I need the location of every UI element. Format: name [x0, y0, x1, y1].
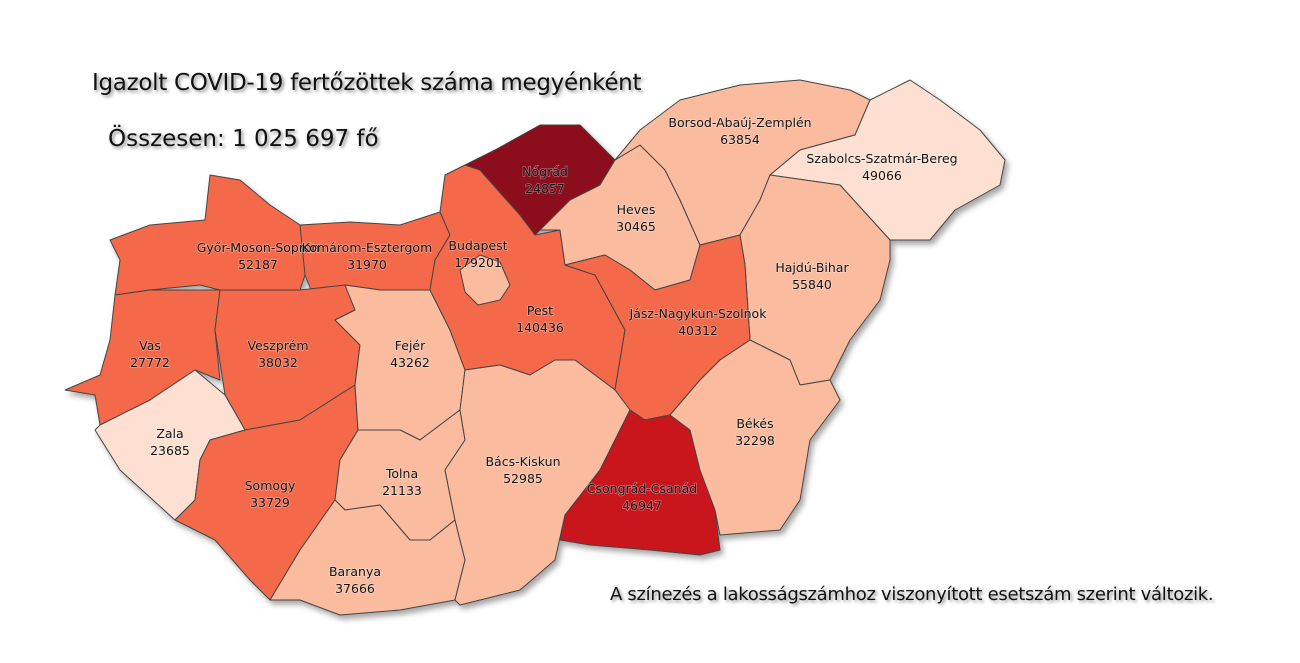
county-cases-label: 33729 [250, 495, 290, 510]
county-name-label: Budapest [448, 238, 507, 253]
county-budapest [459, 254, 511, 306]
county-name-label: Tolna [385, 466, 418, 481]
county-cases-label: 40312 [678, 323, 718, 338]
county-cases-label: 31970 [347, 257, 387, 272]
county-komarom-esztergom [299, 211, 451, 301]
county-cases-label: 52985 [503, 471, 543, 486]
county-cases-label: 55840 [792, 277, 832, 292]
color-note: A színezés a lakosságszámhoz viszonyítot… [610, 584, 1214, 605]
county-cases-label: 21133 [382, 483, 422, 498]
map-title: Igazolt COVID-19 fertőzöttek száma megyé… [92, 70, 642, 96]
county-cases-label: 30465 [616, 219, 656, 234]
county-cases-label: 52187 [238, 257, 278, 272]
county-name-label: Csongrád-Csanád [587, 481, 697, 496]
county-cases-label: 27772 [130, 355, 170, 370]
county-name-label: Győr-Moson-Sopron [197, 240, 320, 255]
total-cases: Összesen: 1 025 697 fő [108, 126, 379, 152]
county-name-label: Szabolcs-Szatmár-Bereg [806, 151, 957, 166]
county-name-label: Zala [156, 426, 183, 441]
county-name-label: Heves [617, 202, 656, 217]
county-name-label: Veszprém [247, 338, 308, 353]
county-name-label: Vas [139, 338, 161, 353]
county-cases-label: 37666 [335, 581, 375, 596]
county-cases-label: 38032 [258, 355, 298, 370]
county-cases-label: 179201 [454, 255, 502, 270]
county-cases-label: 63854 [720, 132, 760, 147]
county-cases-label: 140436 [516, 320, 564, 335]
county-name-label: Hajdú-Bihar [775, 260, 849, 275]
county-name-label: Jász-Nagykun-Szolnok [629, 306, 768, 321]
county-cases-label: 24857 [525, 181, 565, 196]
county-cases-label: 23685 [150, 443, 190, 458]
county-name-label: Békés [736, 416, 773, 431]
county-cases-label: 49066 [862, 168, 902, 183]
county-name-label: Pest [527, 303, 553, 318]
county-cases-label: 43262 [390, 355, 430, 370]
county-gyor-moson-sopron [109, 174, 311, 296]
county-name-label: Somogy [245, 478, 296, 493]
county-cases-label: 46947 [622, 498, 662, 513]
county-name-label: Baranya [329, 564, 381, 579]
county-name-label: Nógrád [522, 164, 568, 179]
county-bekes [669, 339, 841, 536]
county-name-label: Borsod-Abaúj-Zemplén [668, 115, 811, 130]
county-cases-label: 32298 [735, 433, 775, 448]
county-name-label: Fejér [395, 338, 426, 353]
county-name-label: Komárom-Esztergom [302, 240, 433, 255]
county-name-label: Bács-Kiskun [485, 454, 560, 469]
